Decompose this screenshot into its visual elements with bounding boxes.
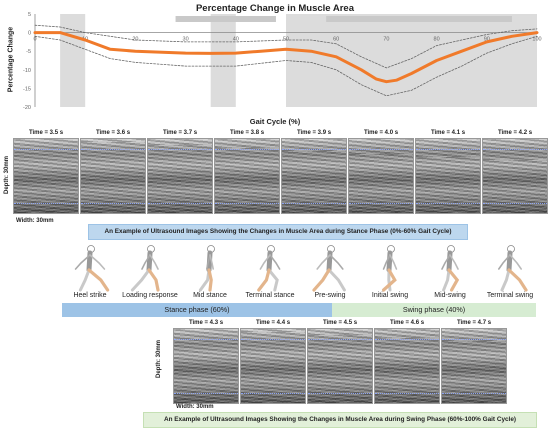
ultrasound-image — [482, 138, 548, 214]
frame-time-label: Time = 4.1 s — [430, 130, 466, 136]
ultrasound-frame: Time = 4.6 s — [374, 319, 440, 404]
gait-figure — [257, 245, 281, 292]
stance-caption: An Example of Ultrasound Images Showing … — [88, 224, 468, 240]
y-tick-label: -15 — [23, 86, 31, 92]
gait-figure — [198, 245, 215, 292]
ultrasound-image — [281, 138, 347, 214]
gait-figure — [312, 245, 346, 292]
ultrasound-image — [441, 328, 507, 404]
y-tick-label: -5 — [26, 49, 31, 55]
gait-cycle-figures — [74, 245, 528, 292]
top-bar-0 — [175, 16, 276, 22]
width-label-swing: Width: 30mm — [176, 404, 214, 410]
ultrasound-image — [13, 138, 79, 214]
x-axis-label: Gait Cycle (%) — [249, 117, 301, 126]
depth-label-stance: Depth: 30mm — [4, 155, 11, 195]
ultrasound-frame: Time = 4.3 s — [173, 319, 239, 404]
x-tick-label: 70 — [383, 37, 389, 43]
ultrasound-frame: Time = 3.9 s — [281, 129, 347, 214]
frame-time-label: Time = 3.8 s — [229, 130, 265, 136]
series-upper-line — [34, 24, 538, 69]
ultrasound-frame: Time = 4.2 s — [482, 129, 548, 214]
stance-ultrasound-row: Time = 3.5 s Time = 3.6 s Time = 3.7 s Time… — [13, 129, 549, 214]
frame-time-label: Time = 3.9 s — [296, 130, 332, 136]
frame-time-label: Time = 4.5 s — [322, 320, 358, 326]
ultrasound-frame: Time = 4.1 s — [415, 129, 481, 214]
stance-phase-bar: Stance phase (60%) — [62, 303, 332, 317]
gait-phase-label: Terminal swing — [486, 292, 534, 299]
x-tick-label: 40 — [233, 37, 239, 43]
gait-phase-label: Pre-swing — [314, 292, 346, 299]
frame-time-label: Time = 4.3 s — [188, 320, 224, 326]
x-tick-label: 30 — [183, 37, 189, 43]
frame-time-label: Time = 4.6 s — [389, 320, 425, 326]
frame-time-label: Time = 3.6 s — [95, 130, 131, 136]
shaded-region-0 — [60, 14, 86, 107]
ultrasound-image — [147, 138, 213, 214]
chart-title: Percentage Change in Muscle Area — [195, 3, 355, 14]
muscle-area-chart: 50-5-10-15-200 10 20 30 40 50 60 70 80 90 100 — [23, 12, 542, 111]
gait-phase-label: Heel strike — [73, 292, 107, 299]
frame-time-label: Time = 3.5 s — [28, 130, 64, 136]
gait-phase-labels: Heel strike Loading response Mid stance Ter… — [60, 292, 540, 302]
ultrasound-frame: Time = 3.5 s — [13, 129, 79, 214]
gait-phase-label: Initial swing — [371, 292, 409, 299]
ultrasound-frame: Time = 4.4 s — [240, 319, 306, 404]
ultrasound-frame: Time = 3.8 s — [214, 129, 280, 214]
ultrasound-image — [348, 138, 414, 214]
swing-caption: An Example of Ultrasound Images Showing … — [143, 412, 537, 428]
x-tick-label: 100 — [532, 37, 541, 43]
y-tick-label: -10 — [23, 68, 31, 74]
ultrasound-frame: Time = 3.7 s — [147, 129, 213, 214]
shaded-region-1 — [210, 14, 236, 107]
ultrasound-image — [173, 328, 239, 404]
ultrasound-frame: Time = 4.7 s — [441, 319, 507, 404]
ultrasound-image — [240, 328, 306, 404]
series-lower-line — [34, 35, 538, 97]
gait-figure — [382, 245, 398, 292]
swing-ultrasound-row: Time = 4.3 s Time = 4.4 s Time = 4.5 s Time… — [173, 319, 509, 404]
gait-figure — [130, 245, 160, 292]
y-tick-label: 5 — [28, 12, 31, 18]
ultrasound-image — [415, 138, 481, 214]
gait-phase-label: Mid-swing — [434, 292, 466, 299]
ultrasound-image — [214, 138, 280, 214]
gait-phase-label: Loading response — [122, 292, 178, 299]
ultrasound-image — [307, 328, 373, 404]
top-bar-1 — [326, 16, 512, 22]
swing-phase-bar: Swing phase (40%) — [332, 303, 536, 317]
gait-figure — [441, 245, 460, 292]
x-tick-label: 80 — [434, 37, 440, 43]
gait-figure — [74, 245, 110, 292]
frame-time-label: Time = 4.0 s — [363, 130, 399, 136]
ultrasound-frame: Time = 4.0 s — [348, 129, 414, 214]
ultrasound-image — [80, 138, 146, 214]
x-tick-label: 0 — [33, 37, 36, 43]
y-tick-label: -20 — [23, 105, 31, 111]
gait-figure — [498, 245, 528, 292]
x-tick-label: 60 — [333, 37, 339, 43]
frame-time-label: Time = 4.2 s — [497, 130, 533, 136]
frame-time-label: Time = 3.7 s — [162, 130, 198, 136]
x-tick-label: 90 — [484, 37, 490, 43]
y-tick-label: 0 — [28, 31, 31, 37]
frame-time-label: Time = 4.4 s — [255, 320, 291, 326]
series-mean-line — [33, 31, 539, 84]
shaded-region-2 — [286, 14, 537, 107]
gait-phase-label: Terminal stance — [245, 292, 295, 299]
frame-time-label: Time = 4.7 s — [456, 320, 492, 326]
ultrasound-frame: Time = 3.6 s — [80, 129, 146, 214]
gait-phase-label: Mid stance — [193, 292, 227, 299]
width-label-stance: Width: 30mm — [16, 218, 54, 224]
ultrasound-image — [374, 328, 440, 404]
ultrasound-frame: Time = 4.5 s — [307, 319, 373, 404]
depth-label-swing: Depth: 30mm — [156, 339, 163, 379]
